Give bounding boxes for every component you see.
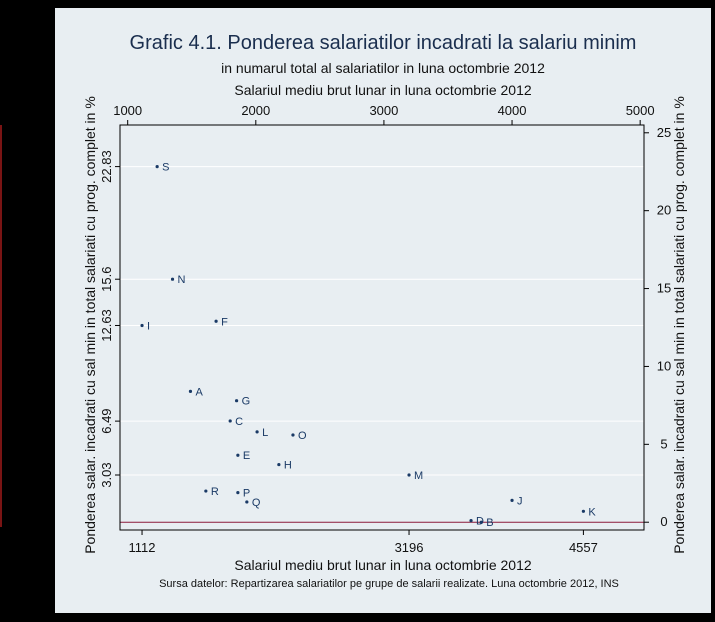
plot-frame	[119, 124, 645, 531]
chart-subtitle: in numarul total al salariatilor in luna…	[221, 60, 545, 76]
data-point-label-H: H	[284, 460, 292, 472]
data-point-label-J: J	[517, 495, 523, 507]
x-top-tick-label-0: 1000	[113, 103, 142, 118]
y-right-tick-label-5: 25	[657, 125, 671, 140]
data-point-D	[469, 519, 473, 523]
data-point-label-F: F	[221, 316, 228, 328]
y-axis-title-right: Ponderea salar. incadrati cu sal min in …	[671, 96, 687, 554]
data-point-F	[214, 319, 218, 323]
data-point-label-S: S	[162, 162, 169, 174]
chart-panel	[55, 8, 711, 613]
x-top-tick-label-2: 3000	[369, 103, 398, 118]
data-point-O	[291, 433, 295, 437]
data-point-label-O: O	[298, 430, 307, 442]
data-point-label-G: G	[242, 396, 251, 408]
x-top-tick-label-3: 4000	[498, 103, 527, 118]
data-point-M	[407, 473, 411, 477]
x-bottom-tick-label-1: 3196	[395, 540, 424, 555]
data-point-N	[170, 277, 175, 281]
data-point-label-E: E	[243, 450, 250, 462]
data-point-B	[479, 520, 483, 524]
x-top-tick-label-4: 5000	[626, 103, 655, 118]
x-axis-title-top: Salariul mediu brut lunar in luna octomb…	[234, 82, 531, 98]
y-right-tick-label-4: 20	[657, 203, 671, 218]
data-point-label-K: K	[588, 506, 596, 518]
data-point-A	[188, 389, 193, 393]
y-left-tick-label-1: 6.49	[99, 408, 114, 433]
y-axis-title-left: Ponderea salar. incadrati cu sal min in …	[82, 96, 98, 554]
data-point-G	[234, 399, 239, 403]
x-bottom-tick-label-2: 4557	[569, 540, 598, 555]
data-point-label-A: A	[195, 386, 203, 398]
data-point-E	[236, 453, 240, 457]
y-left-tick-label-0: 3.03	[99, 462, 114, 487]
data-point-label-C: C	[235, 416, 243, 428]
x-top-tick-label-1: 2000	[241, 103, 270, 118]
data-point-R	[204, 489, 208, 493]
data-point-I	[140, 323, 144, 328]
data-point-label-Q: Q	[252, 497, 261, 509]
data-point-K	[581, 509, 586, 513]
chart-title: Grafic 4.1. Ponderea salariatilor incadr…	[130, 32, 637, 54]
y-right-tick-label-2: 10	[657, 358, 671, 373]
data-point-H	[277, 462, 281, 467]
y-left-tick-label-2: 12.63	[99, 309, 114, 342]
data-point-Q	[245, 500, 249, 504]
y-right-tick-label-1: 5	[660, 436, 667, 451]
x-axis-title-bottom: Salariul mediu brut lunar in luna octomb…	[234, 557, 531, 573]
data-point-L	[255, 430, 259, 434]
data-point-J	[510, 498, 514, 503]
source-note: Sursa datelor: Repartizarea salariatilor…	[159, 578, 619, 590]
y-right-tick-label-3: 15	[657, 281, 671, 296]
left-edge-marker	[0, 125, 2, 527]
data-point-label-B: B	[486, 517, 493, 529]
data-point-label-I: I	[147, 320, 150, 332]
x-bottom-tick-label-0: 1112	[129, 540, 156, 555]
data-point-label-P: P	[243, 488, 250, 500]
data-point-label-R: R	[211, 486, 219, 498]
data-point-label-L: L	[262, 427, 268, 439]
y-left-tick-label-4: 22.83	[99, 150, 114, 183]
y-right-tick-label-0: 0	[660, 514, 667, 529]
data-point-label-M: M	[414, 470, 423, 482]
data-point-S	[155, 164, 159, 169]
data-point-P	[236, 491, 240, 495]
data-point-label-N: N	[178, 274, 186, 286]
y-left-tick-label-3: 15.6	[99, 267, 114, 292]
data-point-C	[228, 419, 232, 423]
